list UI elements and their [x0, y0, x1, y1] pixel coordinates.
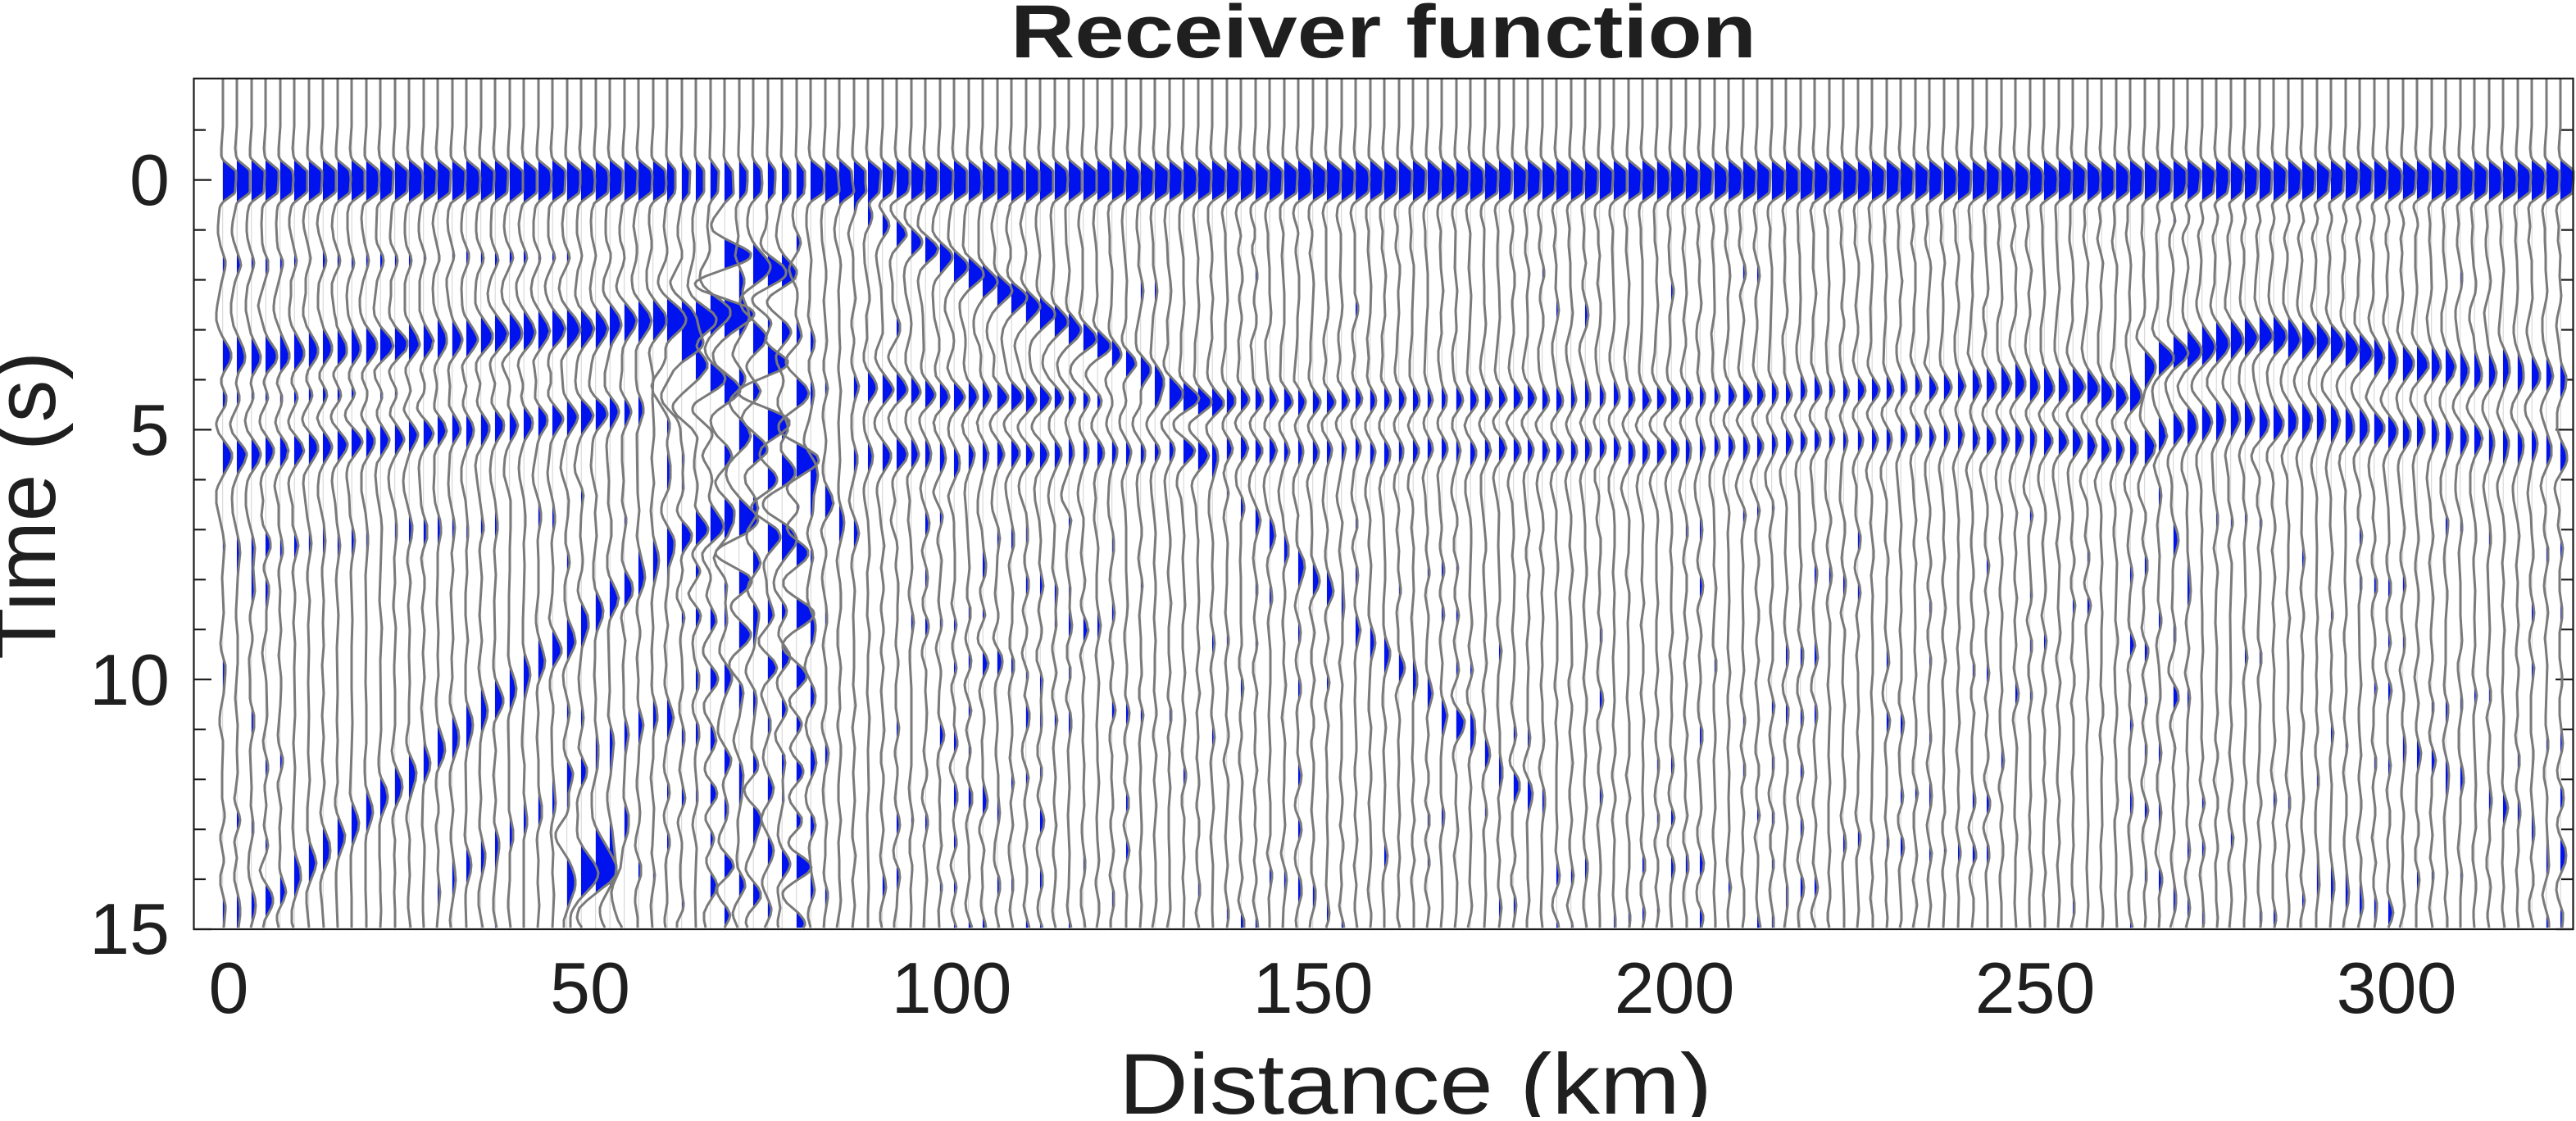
- svg-text:10: 10: [89, 639, 170, 720]
- svg-text:5: 5: [129, 389, 170, 470]
- svg-text:Receiver function: Receiver function: [1011, 0, 1756, 74]
- svg-text:300: 300: [2337, 947, 2457, 1028]
- svg-text:Distance (km): Distance (km): [1119, 1037, 1712, 1117]
- svg-text:0: 0: [209, 947, 249, 1028]
- svg-text:150: 150: [1253, 947, 1374, 1028]
- svg-text:250: 250: [1975, 947, 2096, 1028]
- svg-text:100: 100: [892, 947, 1012, 1028]
- svg-text:Time (s): Time (s): [0, 352, 74, 660]
- svg-text:15: 15: [89, 888, 170, 969]
- svg-text:200: 200: [1615, 947, 1735, 1028]
- svg-text:0: 0: [129, 139, 170, 220]
- svg-text:50: 50: [550, 947, 630, 1028]
